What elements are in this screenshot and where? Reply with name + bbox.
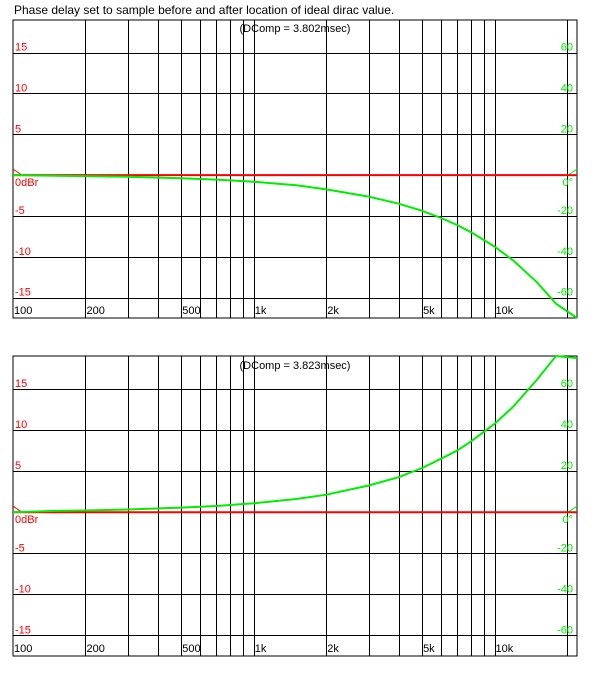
y-left-tick-label: 15 [15, 378, 27, 390]
y-left-tick-label: 15 [15, 42, 27, 54]
phase-curve [12, 354, 578, 514]
data-series [12, 354, 578, 514]
y-right-tick-label: 60 [561, 378, 573, 390]
y-right-tick-label: 0° [562, 177, 573, 189]
y-right-tick-label: 20 [561, 123, 573, 135]
x-tick-label: 10k [496, 643, 514, 655]
x-tick-label: 2k [327, 643, 339, 655]
data-series [12, 168, 578, 319]
phase-plot-top: 100 200 500 1k 2k 5k 10k 15 10 5 0dBr -5 -10 -15 60 40 2… [12, 19, 578, 319]
y-left-tick-label: 0dBr [15, 177, 39, 189]
plot-frame [12, 19, 578, 319]
y-left-tick-label: -5 [15, 205, 25, 217]
grid-lines [13, 356, 577, 656]
x-tick-label: 500 [182, 305, 200, 317]
x-tick-label: 10k [496, 305, 514, 317]
y-left-tick-label: 0dBr [15, 514, 39, 526]
y-right-tick-label: -60 [557, 624, 573, 636]
y-right-tick-label: 0° [562, 514, 573, 526]
plot-frame [12, 355, 578, 657]
y-right-tick-label: 40 [561, 419, 573, 431]
x-tick-label: 500 [182, 643, 200, 655]
phase-plot-bottom: 100 200 500 1k 2k 5k 10k 15 10 5 0dBr -5 -10 -15 60 40 2… [12, 354, 578, 657]
right-zero-marker [567, 505, 578, 513]
x-tick-label: 1k [255, 305, 267, 317]
tick-labels: 100 200 500 1k 2k 5k 10k 15 10 5 0dBr -5 -10 -15 60 40 2… [14, 378, 573, 655]
y-right-tick-label: 20 [561, 460, 573, 472]
x-tick-label: 5k [423, 305, 435, 317]
y-left-tick-label: -5 [15, 542, 25, 554]
y-left-tick-label: 10 [15, 82, 27, 94]
y-right-tick-label: 40 [561, 82, 573, 94]
y-left-tick-label: 5 [15, 460, 21, 472]
y-right-tick-label: -40 [557, 583, 573, 595]
grid-lines [13, 20, 577, 318]
y-left-tick-label: 5 [15, 123, 21, 135]
dcomp-annotation: (DComp = 3.802msec) [240, 23, 351, 35]
x-tick-label: 200 [86, 305, 104, 317]
y-right-tick-label: -40 [557, 246, 573, 258]
x-tick-label: 5k [423, 643, 435, 655]
x-tick-label: 1k [255, 643, 267, 655]
y-right-tick-label: -20 [557, 205, 573, 217]
y-left-tick-label: 10 [15, 419, 27, 431]
dcomp-annotation: (DComp = 3.823msec) [240, 360, 351, 372]
y-left-tick-label: -15 [15, 287, 31, 299]
phase-curve [12, 174, 578, 319]
y-right-tick-label: -60 [557, 287, 573, 299]
x-tick-label: 100 [14, 643, 32, 655]
x-tick-label: 100 [14, 305, 32, 317]
chart-caption: Phase delay set to sample before and aft… [14, 3, 395, 17]
y-right-tick-label: 60 [561, 42, 573, 54]
tick-labels: 100 200 500 1k 2k 5k 10k 15 10 5 0dBr -5 -10 -15 60 40 2… [14, 42, 573, 317]
y-left-tick-label: -10 [15, 583, 31, 595]
y-left-tick-label: -15 [15, 624, 31, 636]
y-left-tick-label: -10 [15, 246, 31, 258]
x-tick-label: 2k [327, 305, 339, 317]
y-right-tick-label: -20 [557, 542, 573, 554]
x-tick-label: 200 [86, 643, 104, 655]
